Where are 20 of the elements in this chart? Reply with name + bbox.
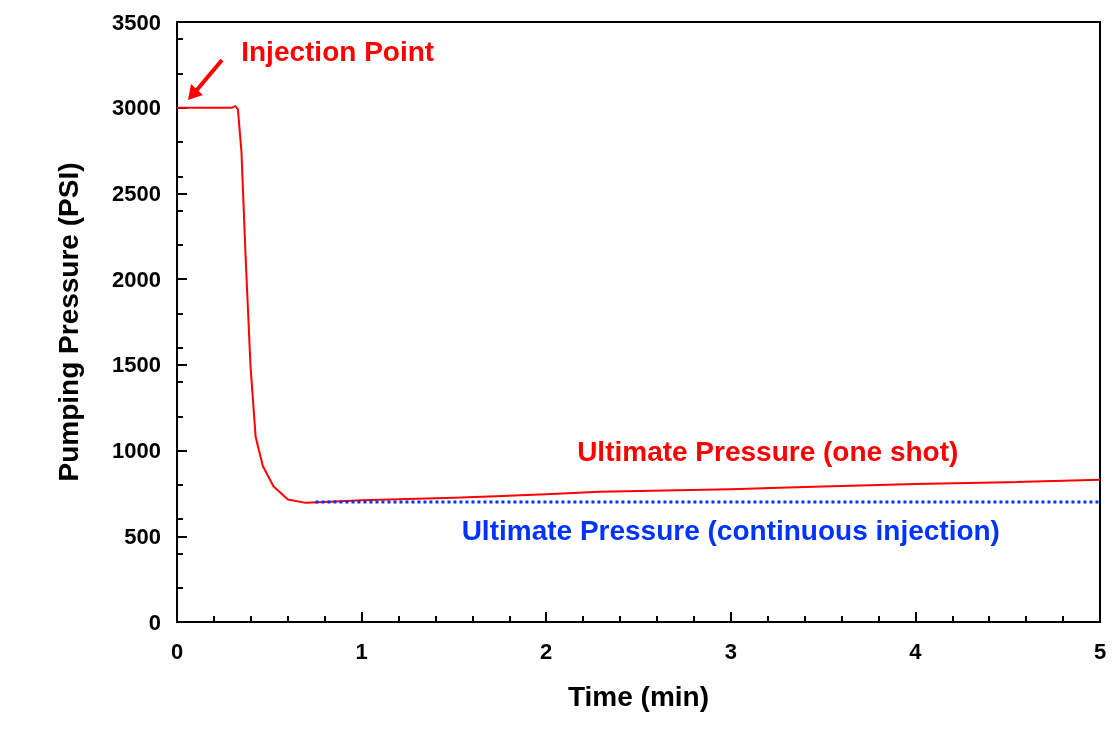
y-tick-label: 0 [148, 609, 161, 635]
y-tick-label: 3500 [112, 9, 161, 35]
y-tick-label: 1000 [112, 438, 161, 464]
y-tick-label: 500 [124, 523, 161, 549]
series-label: Ultimate Pressure (one shot) [577, 435, 959, 467]
x-tick-label: 4 [909, 638, 923, 664]
y-tick-label: 2500 [112, 180, 161, 206]
x-tick-label: 0 [170, 638, 184, 664]
line-series [176, 105, 1101, 504]
x-tick-label: 3 [724, 638, 737, 664]
y-axis-title: Pumping Pressure (PSI) [52, 162, 84, 482]
y-tick-label: 3000 [112, 95, 161, 121]
x-tick-label: 1 [355, 638, 368, 664]
x-tick-label: 5 [1093, 638, 1107, 664]
series-label: Ultimate Pressure (continuous injection) [461, 514, 1000, 546]
annotation: Injection Point [241, 36, 435, 68]
x-tick-label: 2 [540, 638, 553, 664]
y-tick-label: 1500 [112, 352, 161, 378]
y-tick-label: 2000 [112, 266, 161, 292]
x-axis-title: Time (min) [567, 680, 710, 712]
